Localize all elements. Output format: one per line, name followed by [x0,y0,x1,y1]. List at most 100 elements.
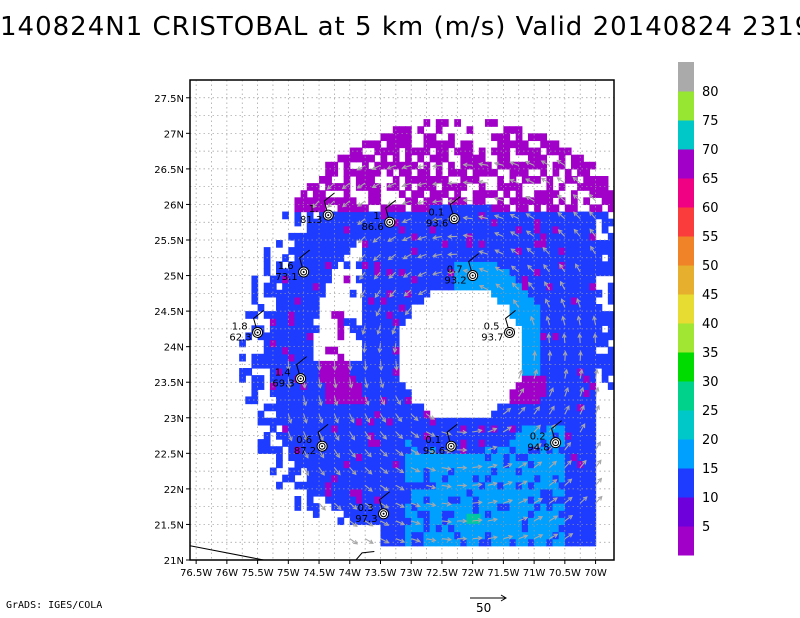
x-tick-label: 73.5W [364,568,396,579]
colorbar-label: 35 [702,346,719,361]
wind-speed-fill [239,119,614,547]
colorbar-label: 30 [702,375,719,390]
y-tick-label: 26.5N [154,165,184,176]
y-tick-label: 23N [164,414,184,425]
y-tick-label: 22N [164,485,184,496]
colorbar-swatch [678,207,694,237]
y-tick-label: 23.5N [154,378,184,389]
colorbar-label: 25 [702,404,719,419]
x-tick-label: 76W [216,568,239,579]
coastline [190,545,375,560]
grads-credit: GrADS: IGES/COLA [6,600,103,611]
colorbar-label: 5 [702,520,710,535]
colorbar-swatch [678,265,694,295]
x-tick-label: 72W [461,568,484,579]
colorbar-swatch [678,526,694,556]
x-tick-label: 71.5W [487,568,519,579]
station-marker: 0.193.6 [426,196,461,230]
station-marker: 0.593.7 [481,310,516,343]
colorbar-swatch [678,323,694,353]
station-top-label: 1 [373,211,379,222]
station-bottom-label: 62.3 [229,332,251,343]
x-tick-label: 76.5W [180,568,212,579]
y-tick-label: 25N [164,272,184,283]
colorbar-label: 10 [702,491,719,506]
wind-vectors [286,159,603,545]
reference-vector [470,594,507,602]
colorbar-label: 65 [702,172,719,187]
station-marker: 1.81.3 [300,192,335,226]
station-top-label: 0.6 [296,435,312,446]
y-tick-label: 24N [164,343,184,354]
x-tick-label: 71W [523,568,546,579]
x-tick-label: 74.5W [303,568,335,579]
station-top-label: 0.1 [428,208,444,219]
colorbar-swatch [678,439,694,469]
y-tick-label: 27N [164,129,184,140]
reference-vector-label: 50 [476,601,492,615]
colorbar-swatch [678,236,694,266]
colorbar-swatch [678,468,694,498]
colorbar-swatch [678,91,694,121]
station-top-label: 1.4 [275,368,291,379]
y-tick-label: 26N [164,200,184,211]
station-bottom-label: 93.2 [444,276,466,287]
y-tick-label: 27.5N [154,94,184,105]
station-marker: 1.673.1 [275,249,310,283]
colorbar: 5 10 15 20 25 30 35 40 45 50 55 60 65 70 75 80 [678,62,719,556]
y-tick-label: 21N [164,556,184,567]
y-tick-label: 24.5N [154,307,184,318]
colorbar-swatch [678,410,694,440]
x-tick-label: 72.5W [426,568,458,579]
station-bottom-label: 94.8 [527,443,549,454]
x-tick-label: 70.5W [549,568,581,579]
x-tick-label: 70W [584,568,607,579]
station-markers: 1.81.3 186.6 0.193.6 1.673.1 0.793.2 1.862.3 0… [229,192,562,525]
station-top-label: 0.7 [447,265,463,276]
station-marker: 0.687.2 [294,423,329,457]
colorbar-swatch [678,178,694,208]
colorbar-label: 15 [702,462,719,477]
station-marker: 0.793.2 [444,253,479,287]
station-bottom-label: 81.3 [300,215,322,226]
colorbar-label: 70 [702,143,719,158]
colorbar-label: 80 [702,85,719,100]
station-marker: 1.469.3 [272,356,307,390]
station-marker: 0.195.6 [423,423,458,457]
station-bottom-label: 97.3 [355,514,377,525]
colorbar-label: 55 [702,230,719,245]
colorbar-label: 40 [702,317,719,332]
colorbar-label: 75 [702,114,719,129]
colorbar-label: 45 [702,288,719,303]
colorbar-swatch [678,381,694,411]
colorbar-label: 50 [702,259,719,274]
station-bottom-label: 73.1 [275,272,297,283]
x-axis-ticks: 76.5W 76W 75.5W 75W 74.5W 74W 73.5W 73W 72.5W 72W… [180,560,607,579]
station-marker: 1.862.3 [229,310,264,343]
station-bottom-label: 69.3 [272,379,294,390]
station-top-label: 0.3 [358,503,374,514]
y-axis-ticks: 21N 21.5N 22N 22.5N 23N 23.5N 24N 24.5N 25N 25.5N… [154,94,190,567]
x-tick-label: 73W [400,568,423,579]
station-top-label: 0.2 [530,432,546,443]
station-top-label: 1.6 [278,261,294,272]
x-tick-label: 75.5W [242,568,274,579]
station-bottom-label: 93.7 [481,332,503,343]
station-bottom-label: 95.6 [423,446,445,457]
station-marker: 186.6 [361,199,397,233]
station-bottom-label: 87.2 [294,446,316,457]
y-tick-label: 22.5N [154,449,184,460]
station-top-label: 0.5 [484,321,500,332]
colorbar-label: 60 [702,201,719,216]
station-bottom-label: 93.6 [426,219,448,230]
colorbar-swatch [678,294,694,324]
colorbar-swatch [678,62,694,92]
station-top-label: 1. [309,204,319,215]
y-tick-label: 21.5N [154,520,184,531]
station-marker: 0.397.3 [355,491,390,525]
grid-lines [190,80,614,560]
colorbar-swatch [678,120,694,150]
colorbar-swatch [678,497,694,527]
colorbar-swatch [678,352,694,382]
